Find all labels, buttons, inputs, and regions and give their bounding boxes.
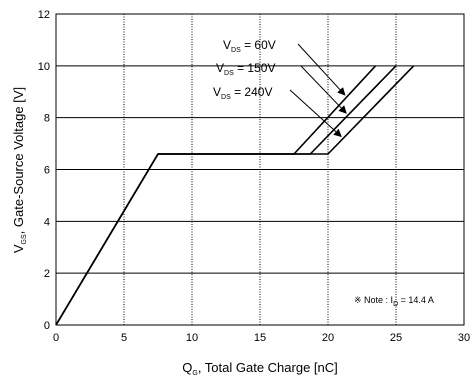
series-lines bbox=[55, 65, 415, 326]
y-tick-label: 4 bbox=[44, 216, 50, 228]
x-tick-label: 5 bbox=[121, 332, 127, 344]
y-tick-label: 10 bbox=[38, 61, 50, 73]
x-tick-label: 25 bbox=[390, 332, 402, 344]
y-tick-label: 12 bbox=[38, 9, 50, 21]
x-tick-label: 10 bbox=[186, 332, 198, 344]
y-tick-label: 6 bbox=[44, 165, 50, 177]
plot-frame bbox=[55, 13, 465, 326]
note-drain-current: ※ Note : ID = 14.4 A bbox=[354, 295, 434, 308]
annotation-vds-240v: VDS = 240V bbox=[213, 85, 272, 101]
x-tick-label: 0 bbox=[53, 332, 59, 344]
annotation-arrows bbox=[289, 43, 347, 138]
grid-lines bbox=[56, 14, 464, 325]
annotation-arrow-0 bbox=[297, 43, 346, 96]
annotation-arrow-2 bbox=[289, 89, 342, 138]
x-tick-label: 20 bbox=[322, 332, 334, 344]
annotation-vds-60v: VDS = 60V bbox=[223, 38, 276, 54]
series-line-1 bbox=[55, 65, 397, 326]
annotation-vds-150v: VDS = 150V bbox=[216, 61, 275, 77]
y-tick-label: 0 bbox=[44, 320, 50, 332]
y-tick-label: 2 bbox=[44, 268, 50, 280]
y-tick-labels: 0 2 4 6 8 10 12 bbox=[38, 9, 50, 332]
x-tick-labels: 0 5 10 15 20 25 30 bbox=[53, 332, 470, 344]
series-line-2 bbox=[55, 65, 415, 326]
x-axis-title: QG, Total Gate Charge [nC] bbox=[182, 360, 338, 377]
annotation-arrow-1 bbox=[300, 65, 347, 114]
y-axis-title: VGS, Gate-Source Voltage [V] bbox=[11, 87, 28, 253]
x-tick-label: 30 bbox=[458, 332, 470, 344]
x-tick-label: 15 bbox=[254, 332, 266, 344]
y-tick-label: 8 bbox=[44, 113, 50, 125]
